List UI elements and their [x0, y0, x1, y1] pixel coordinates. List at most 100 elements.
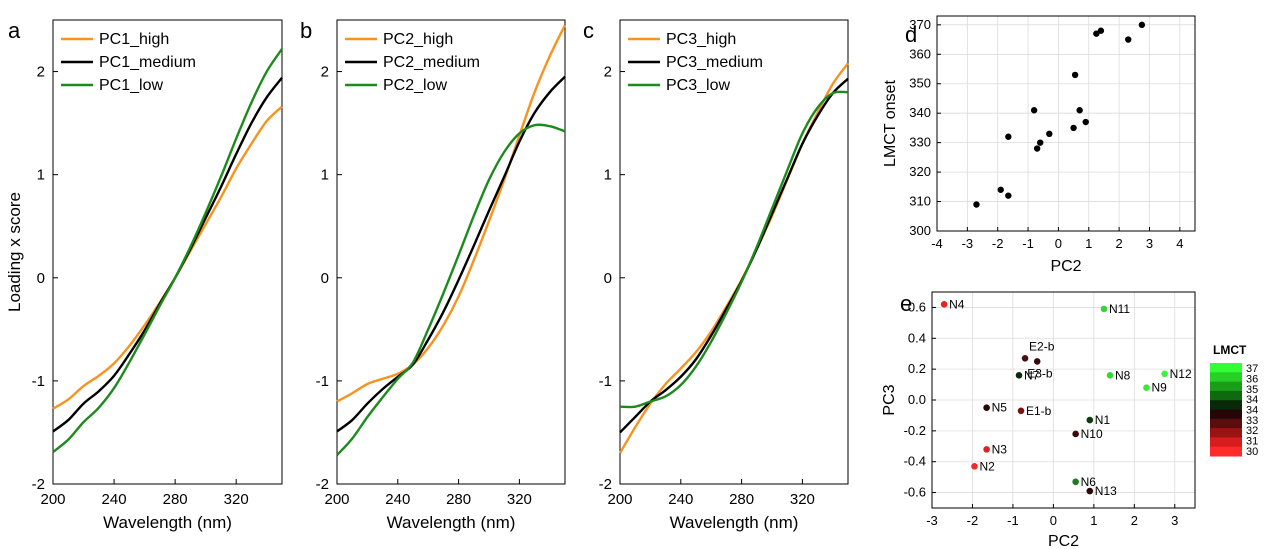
x-tick-label: -3	[926, 513, 938, 528]
scatter-point	[1070, 124, 1077, 132]
point-label-N11: N11	[1109, 302, 1130, 316]
x-tick-label: -2	[992, 236, 1004, 251]
point-label-N1: N1	[1095, 413, 1111, 427]
scatter-point	[973, 201, 980, 208]
x-tick-label: -3	[962, 236, 974, 251]
legend-label-PC2_high: PC2_high	[383, 31, 453, 48]
scatter-point-N9	[1143, 384, 1150, 391]
x-axis-label: PC2	[1050, 258, 1081, 275]
colorbar-swatch	[1210, 372, 1242, 383]
scatter-point	[1030, 107, 1038, 114]
x-tick-label: 320	[507, 491, 532, 508]
point-label-N7: N7	[1024, 368, 1040, 382]
series-line-PC1_medium	[52, 77, 283, 433]
series-line-PC2_low	[336, 123, 566, 456]
x-axis-label: Wavelength (nm)	[103, 513, 232, 532]
x-tick-label: 3	[1146, 236, 1153, 251]
scatter-point	[1097, 27, 1105, 34]
scatter-point-N8	[1106, 372, 1114, 379]
scatter-point	[1082, 118, 1089, 126]
y-tick-label: -2	[32, 476, 45, 493]
x-tick-label: 2	[1116, 236, 1123, 251]
y-tick-label: 0.0	[908, 392, 926, 407]
plot-frame-a	[52, 19, 283, 485]
x-tick-label: 240	[385, 491, 410, 508]
x-tick-label: 4	[1176, 236, 1183, 251]
y-tick-label: 1	[604, 167, 612, 184]
plot-frame-c	[619, 19, 849, 485]
x-tick-label: -4	[931, 236, 943, 251]
x-tick-label: -1	[1007, 513, 1019, 528]
scatter-point	[1005, 192, 1012, 199]
legend-label-PC2_medium: PC2_medium	[383, 54, 480, 71]
legend-label-PC3_high: PC3_high	[666, 31, 736, 48]
x-tick-label: 200	[40, 491, 65, 508]
y-tick-label: 320	[909, 164, 931, 179]
scatter-point	[1125, 36, 1132, 43]
y-tick-label: 300	[909, 223, 931, 238]
x-tick-label: 2	[1131, 513, 1138, 528]
colorbar-label: 33	[1246, 415, 1258, 427]
x-tick-label: 1	[1085, 236, 1092, 251]
point-label-N4: N4	[949, 297, 965, 311]
scatter-point	[1076, 107, 1083, 114]
colorbar-label: 36	[1246, 374, 1258, 386]
scatter-point-E2-b	[1021, 355, 1029, 362]
scatter-point-N6	[1072, 478, 1079, 486]
x-tick-label: 0	[1050, 513, 1057, 528]
scatter-point	[1037, 139, 1044, 146]
scatter-point-N11	[1100, 305, 1108, 313]
y-tick-label: 330	[909, 135, 931, 150]
point-label-N6: N6	[1081, 475, 1097, 489]
legend-label-PC1_high: PC1_high	[99, 31, 169, 48]
y-tick-label: -1	[316, 373, 329, 390]
point-label-E1-b: E1-b	[1026, 404, 1052, 418]
x-tick-label: 3	[1171, 513, 1178, 528]
y-tick-label: -2	[599, 476, 612, 493]
x-tick-label: 0	[1055, 236, 1062, 251]
y-tick-label: 0	[37, 270, 45, 287]
chart-b: b 200 240 280 320 -2 -1 0 1 2 Wavelength (nm) PC2_h…	[300, 18, 567, 532]
colorbar-swatch	[1210, 400, 1242, 410]
legend-label-PC1_medium: PC1_medium	[99, 54, 196, 71]
point-label-N3: N3	[992, 442, 1008, 456]
scatter-point	[1033, 145, 1041, 152]
scatter-point-E3-b	[1033, 358, 1041, 365]
point-label-E3-b: E3-b	[1027, 366, 1053, 380]
y-tick-label: 0.2	[908, 361, 926, 376]
y-tick-label: 0	[604, 270, 612, 287]
x-tick-label: 320	[790, 491, 815, 508]
scatter-point	[997, 186, 1004, 193]
y-axis-label: LMCT onset	[882, 80, 899, 167]
y-tick-label: 360	[909, 46, 931, 61]
point-label-N5: N5	[992, 401, 1008, 415]
series-line-PC3_medium	[619, 77, 849, 434]
colorbar-label: 34	[1246, 394, 1258, 406]
scatter-point-N7	[1015, 372, 1023, 379]
x-tick-label: 240	[668, 491, 693, 508]
x-axis-label: Wavelength (nm)	[670, 513, 799, 532]
scatter-point-N2	[971, 463, 978, 470]
scatter-point-N1	[1086, 416, 1094, 424]
scatter-point-N12	[1161, 370, 1168, 378]
chart-a: a 200 240 280 320 -2 -1 0 1 2 Wavelength (nm) Loadi…	[5, 18, 283, 532]
scatter-point-E1-b	[1017, 407, 1025, 415]
scatter-point-N13	[1086, 487, 1094, 495]
panel-label-a: a	[8, 18, 21, 43]
chart-c: c 200 240 280 320 -2 -1 0 1 2 Wavelength (nm) PC3_h…	[583, 18, 849, 532]
colorbar-label: 35	[1246, 384, 1258, 396]
colorbar-label: 34	[1246, 405, 1258, 417]
scatter-point-N3	[983, 446, 990, 453]
y-tick-label: 310	[909, 194, 931, 209]
y-tick-label: 2	[37, 64, 45, 81]
scatter-point	[1093, 30, 1100, 37]
legend-label-PC3_low: PC3_low	[666, 77, 730, 94]
colorbar-swatch	[1210, 390, 1242, 401]
colorbar-swatch	[1210, 381, 1242, 392]
series-line-PC3_low	[619, 90, 849, 409]
legend-label-PC2_low: PC2_low	[383, 77, 447, 94]
x-tick-label: 240	[102, 491, 127, 508]
colorbar-title: LMCT	[1213, 343, 1247, 357]
scatter-point-N5	[983, 404, 990, 412]
